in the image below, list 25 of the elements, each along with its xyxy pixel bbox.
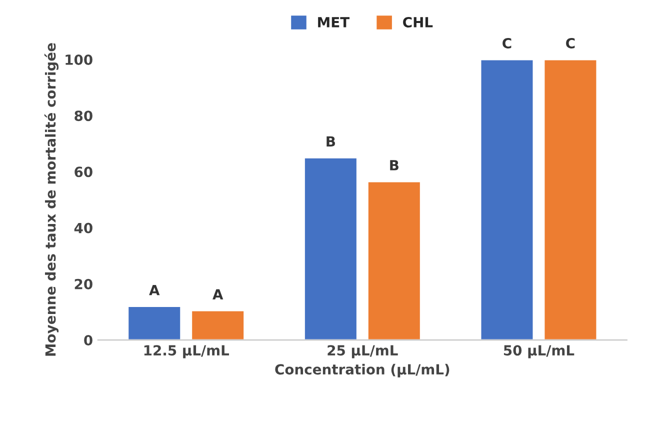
- bar: [480, 60, 534, 340]
- x-tick-label: 25 µL/mL: [328, 345, 398, 358]
- y-tick-label: 20: [74, 278, 92, 290]
- legend-label: CHL: [403, 16, 433, 28]
- x-tick-label: 12.5 µL/mL: [144, 345, 230, 358]
- x-tick-label: 50 µL/mL: [504, 345, 574, 358]
- bar: [127, 306, 182, 340]
- data-label: A: [212, 289, 224, 300]
- y-axis-title: Moyenne des taux de mortalité corrigée: [44, 43, 59, 356]
- bar: [543, 60, 598, 340]
- data-label: C: [502, 38, 512, 48]
- data-label: C: [566, 38, 575, 48]
- y-tick-label: 40: [74, 222, 92, 234]
- legend-label: MET: [318, 17, 350, 28]
- y-tick-label: 0: [84, 334, 92, 346]
- y-tick-label: 100: [66, 54, 92, 65]
- x-axis-title: Concentration (µL/mL): [275, 364, 450, 378]
- y-tick-label: 60: [74, 166, 92, 178]
- bar: [190, 310, 245, 340]
- data-label: B: [326, 136, 335, 146]
- bar: [304, 156, 358, 340]
- data-label: A: [149, 284, 160, 296]
- bar: [367, 180, 422, 340]
- data-label: B: [390, 160, 398, 170]
- y-tick-label: 80: [74, 110, 92, 122]
